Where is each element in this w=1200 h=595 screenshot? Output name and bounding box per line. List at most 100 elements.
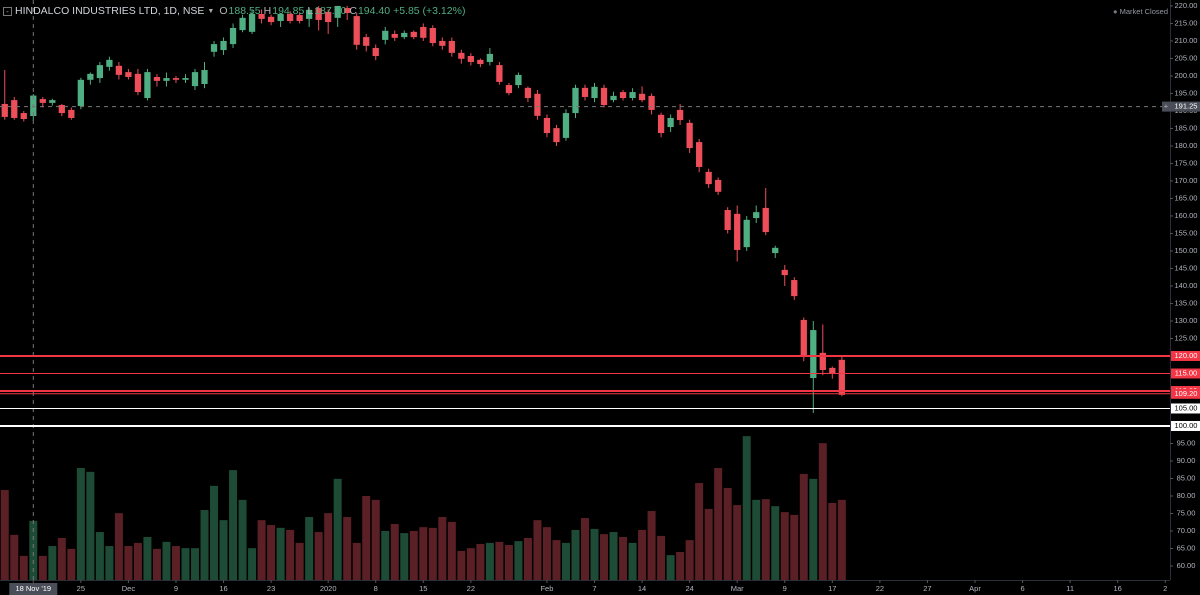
- candle-body: [363, 37, 370, 46]
- y-tick-label: 215.00: [1175, 18, 1198, 27]
- price-tag-label: 105.00: [1175, 403, 1198, 412]
- change: +5.85 (+3.12%): [393, 5, 466, 17]
- candle-body: [515, 74, 522, 86]
- volume-bar: [657, 535, 666, 580]
- candle-body: [372, 47, 379, 57]
- x-tick-label: Feb: [540, 584, 553, 593]
- candle-body: [20, 113, 27, 120]
- candle-body: [648, 95, 655, 110]
- y-tick-label: 160.00: [1175, 211, 1198, 220]
- candle-body: [638, 93, 646, 101]
- ohlc-label: H: [263, 5, 272, 17]
- y-tick-label: 75.00: [1177, 508, 1196, 517]
- candle-body: [315, 8, 322, 20]
- candle-body: [591, 86, 598, 99]
- candle-body: [496, 65, 503, 82]
- candle-body: [144, 72, 151, 99]
- x-tick-label: 23: [267, 584, 275, 593]
- volume-bar: [29, 520, 38, 580]
- y-tick-label: 150.00: [1175, 246, 1198, 255]
- candle-body: [429, 28, 436, 44]
- candle-body: [172, 78, 180, 80]
- collapse-icon[interactable]: -: [3, 6, 12, 16]
- crosshair-label: 191.25: [1175, 102, 1198, 111]
- y-tick-label: 85.00: [1177, 473, 1196, 482]
- volume-bar: [86, 471, 95, 580]
- y-tick-label: 145.00: [1175, 263, 1198, 272]
- price-tag: [1171, 420, 1200, 431]
- volume-bar: [619, 536, 628, 580]
- caret[interactable]: ▼: [207, 7, 215, 15]
- volume-bar: [152, 548, 161, 580]
- price-tag-label: 115.00: [1175, 368, 1197, 377]
- volume-bar: [191, 548, 199, 580]
- candle-body: [448, 40, 455, 53]
- volume-bar: [828, 502, 837, 580]
- price-tag-label: 100.00: [1175, 421, 1198, 430]
- y-tick-label: 130.00: [1175, 316, 1198, 325]
- volume-bar: [714, 467, 723, 580]
- volume-bar: [628, 542, 637, 580]
- y-tick-label: 90.00: [1177, 456, 1196, 465]
- volume-bar: [19, 555, 28, 580]
- candle-body: [791, 280, 798, 297]
- volume-bar: [57, 537, 66, 580]
- volume-bar: [514, 541, 523, 580]
- x-tick-label: Mar: [731, 584, 744, 593]
- candle-body: [724, 210, 731, 230]
- ohlc-label: C: [349, 5, 357, 17]
- symbol-title[interactable]: HINDALCO INDUSTRIES LTD, 1D, NSE: [15, 5, 205, 17]
- candle-body: [819, 352, 826, 370]
- candle-body: [115, 65, 123, 75]
- candle-body: [306, 9, 313, 19]
- candle-body: [134, 73, 142, 93]
- y-tick-label: 155.00: [1175, 228, 1198, 237]
- x-tick-label: 14: [638, 584, 646, 593]
- volume-bar: [799, 473, 808, 580]
- candle-body: [439, 40, 446, 46]
- x-tick-label: Apr: [969, 584, 981, 593]
- volume-bar: [695, 483, 704, 580]
- volume-bar: [124, 546, 133, 580]
- x-tick-label: 2: [1163, 584, 1167, 593]
- candle-body: [353, 16, 360, 45]
- volume-bar: [428, 527, 437, 580]
- x-tick-label: 22: [467, 584, 475, 593]
- volume-bar: [267, 525, 276, 580]
- candle-body: [410, 31, 417, 38]
- x-tick-label: 16: [219, 584, 227, 593]
- volume-bar: [381, 530, 390, 580]
- volume-bar: [419, 527, 428, 580]
- x-tick-label: 27: [923, 584, 931, 593]
- volume-bar: [352, 542, 361, 580]
- volume-bar: [67, 548, 76, 580]
- volume-bar: [476, 543, 485, 580]
- volume-bar: [761, 499, 770, 580]
- ohlc-value: 194.85: [272, 5, 305, 17]
- candle-body: [838, 359, 845, 395]
- candle-body: [705, 171, 712, 185]
- candle-body: [277, 14, 284, 22]
- y-tick-label: 165.00: [1175, 193, 1198, 202]
- volume-bar: [333, 478, 342, 580]
- candle-body: [153, 77, 161, 81]
- volume-bar: [723, 487, 732, 580]
- ohlc-value: 188.55: [228, 5, 261, 17]
- candle-body: [286, 14, 294, 22]
- candle-body: [505, 85, 513, 94]
- volume-bar: [314, 532, 323, 580]
- volume-bar: [752, 499, 761, 580]
- x-tick-label: 18 Nov '19: [15, 584, 51, 593]
- volume-bar: [733, 505, 742, 580]
- candle-body: [258, 14, 265, 19]
- y-tick-label: 80.00: [1177, 491, 1196, 500]
- candle-body: [125, 72, 132, 78]
- volume-bar: [114, 513, 123, 580]
- candle-body: [534, 93, 541, 116]
- volume-bar: [76, 467, 85, 580]
- candle-body: [562, 113, 570, 138]
- x-tick-label: 15: [419, 584, 427, 593]
- candle-body: [296, 15, 303, 22]
- candle-body: [248, 14, 256, 32]
- volume-bar: [818, 443, 827, 580]
